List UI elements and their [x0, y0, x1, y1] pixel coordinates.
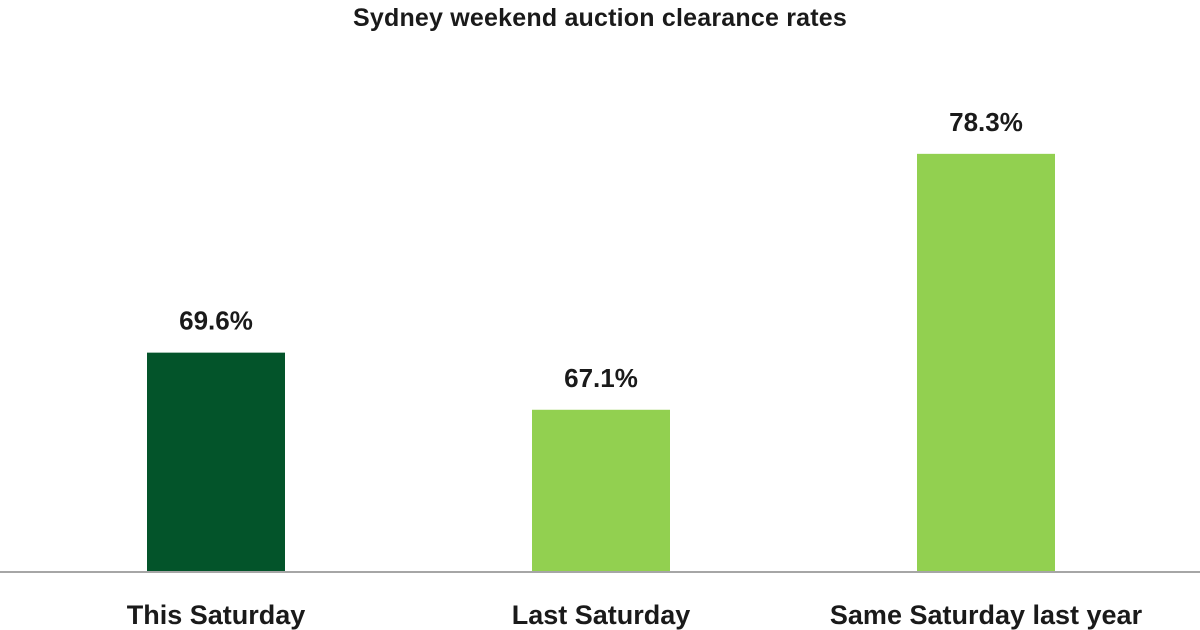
value-label-1: 69.6%: [179, 306, 253, 336]
value-label-2: 67.1%: [564, 363, 638, 393]
bars-layer: [147, 153, 1055, 572]
category-label-1: This Saturday: [127, 600, 306, 630]
bar-2: [532, 409, 670, 572]
value-labels-layer: 69.6% 67.1% 78.3%: [179, 107, 1023, 393]
category-label-3: Same Saturday last year: [830, 600, 1143, 630]
chart-title: Sydney weekend auction clearance rates: [353, 4, 847, 32]
value-label-3: 78.3%: [949, 107, 1023, 137]
bar-3: [917, 153, 1055, 572]
category-label-2: Last Saturday: [512, 600, 691, 630]
category-labels-layer: This Saturday Last Saturday Same Saturday …: [127, 600, 1143, 630]
bar-1: [147, 352, 285, 572]
